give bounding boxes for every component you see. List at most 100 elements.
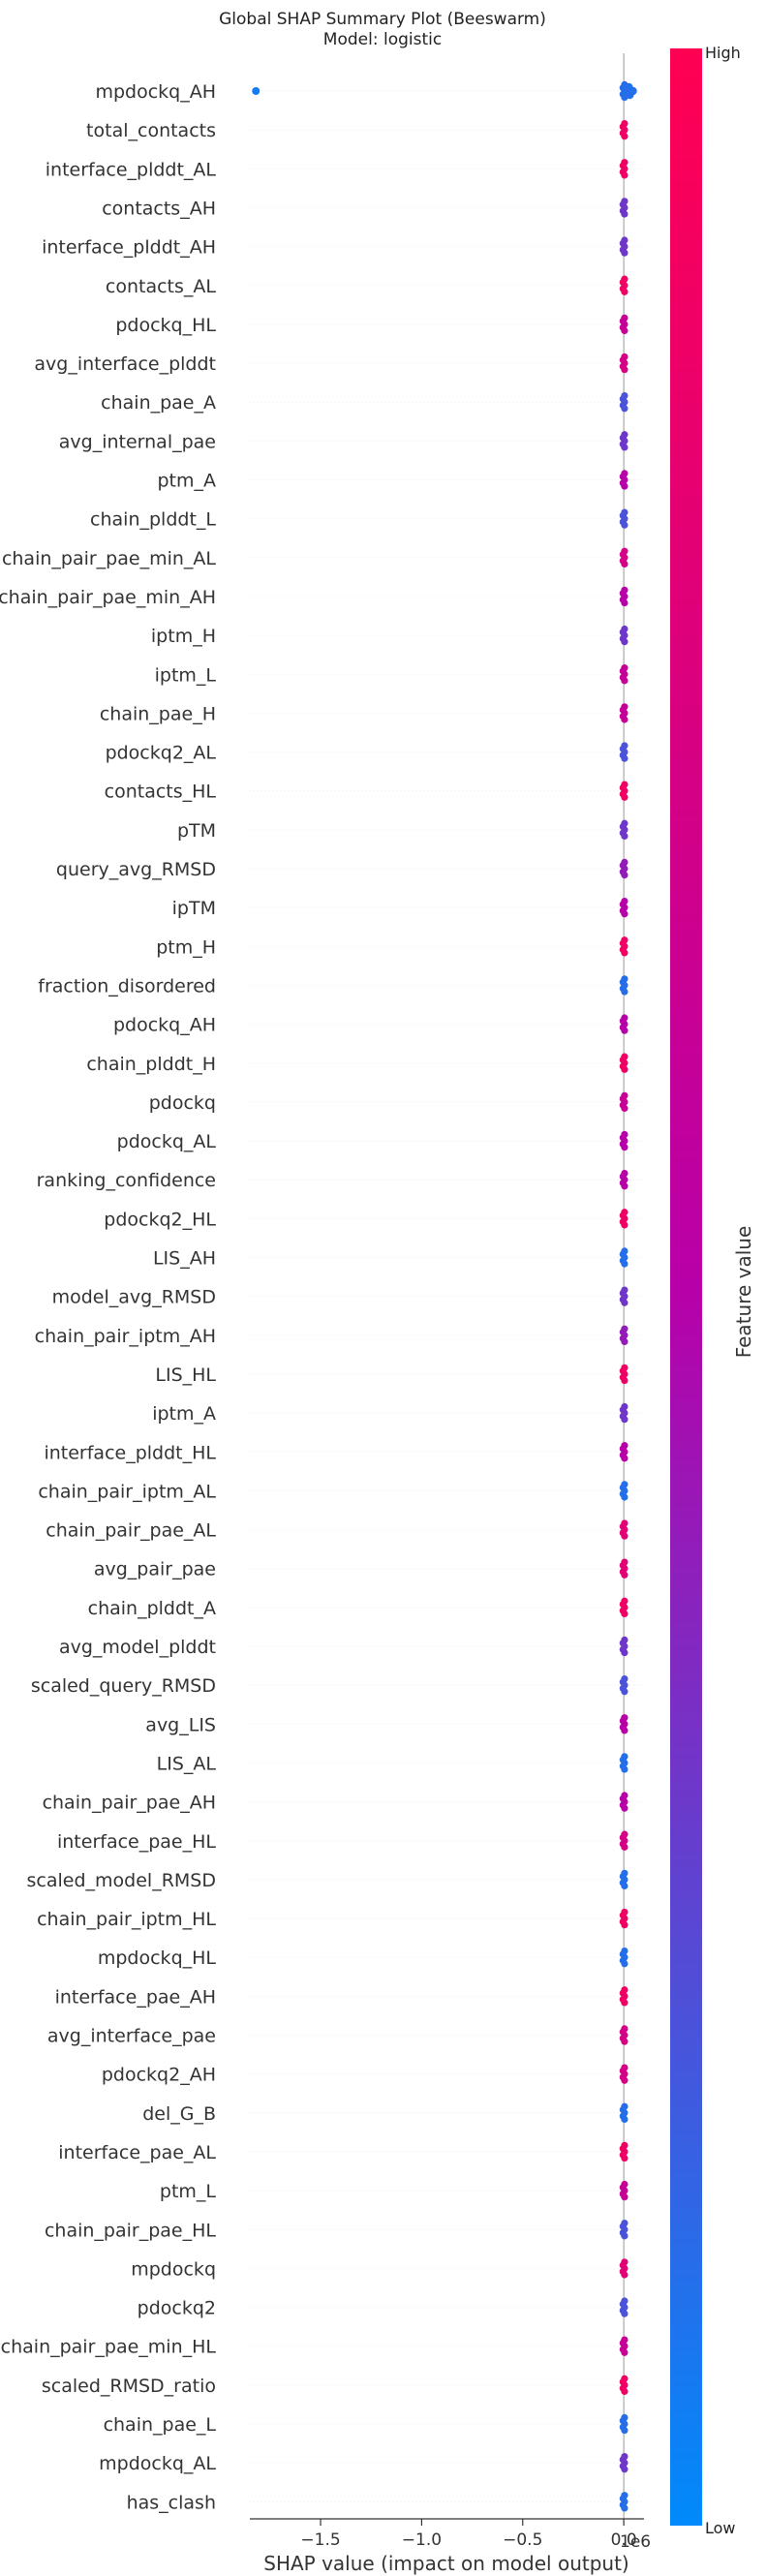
shap-point [621,2232,628,2240]
feature-label: avg_internal_pae [59,431,216,452]
feature-label: chain_pair_pae_HL [45,2220,216,2241]
feature-label: pTM [177,820,216,842]
shap-point [621,288,628,295]
shap-point [621,716,628,723]
feature-label: scaled_model_RMSD [27,1870,216,1891]
feature-label: interface_plddt_HL [44,1442,216,1463]
feature-label: scaled_RMSD_ratio [42,2376,216,2397]
feature-label: interface_plddt_AH [42,237,216,259]
shap-point [621,1882,628,1890]
x-tick-label: −0.5 [503,2530,542,2550]
shap-point [621,1065,628,1073]
shap-point [621,677,628,685]
shap-point [621,1144,628,1151]
colorbar: High Low Feature value [670,44,755,2537]
shap-point [621,1649,628,1657]
feature-label: ipTM [172,898,216,919]
feature-label: pdockq_AH [113,1015,216,1036]
shap-point [621,1921,628,1929]
shap-point [621,1765,628,1773]
shap-point [621,2038,628,2045]
feature-label: chain_pae_L [104,2414,217,2436]
feature-label: chain_pae_A [101,392,216,414]
shap-point [621,2154,628,2162]
shap-point [621,1299,628,1306]
feature-label: iptm_H [151,626,216,647]
feature-label: avg_interface_plddt [34,353,216,375]
shap-point [621,832,628,841]
feature-label: del_G_B [142,2103,216,2125]
feature-label: LIS_HL [155,1365,216,1386]
feature-label: iptm_A [152,1403,216,1425]
shap-point [628,86,637,96]
feature-label: fraction_disordered [38,975,216,997]
feature-label: contacts_HL [105,782,217,803]
x-axis-label: SHAP value (impact on model output) [263,2552,628,2575]
x-tick-label: −1.5 [300,2530,340,2550]
shap-point [621,210,628,218]
shap-point [621,1221,628,1229]
feature-label: contacts_AH [102,198,216,219]
shap-point [621,1455,628,1462]
shap-point [621,1999,628,2007]
shap-point [621,949,628,957]
feature-label: chain_plddt_A [88,1598,216,1619]
feature-label: interface_pae_AL [58,2142,216,2163]
feature-label: pdockq2_AH [102,2065,216,2086]
shap-point [621,1416,628,1424]
shap-point [621,638,628,646]
feature-label: scaled_query_RMSD [31,1675,216,1697]
feature-label: interface_plddt_AL [46,159,217,180]
feature-label: has_clash [127,2492,216,2513]
shap-point [621,1027,628,1034]
feature-label: interface_pae_HL [57,1831,216,1853]
feature-label: total_contacts [86,120,216,141]
shap-point [621,598,628,607]
colorbar-high-label: High [705,44,741,62]
shap-point [621,872,628,879]
colorbar-label: Feature value [732,1226,755,1359]
chart-subtitle: Model: logistic [323,30,442,49]
chart-title: Global SHAP Summary Plot (Beeswarm) [219,10,546,29]
shap-point [621,1532,628,1540]
shap-point [621,560,628,568]
x-tick-label: 0.0 [611,2530,637,2550]
shap-point [621,1493,628,1501]
shap-point [621,1260,628,1268]
shap-point [621,521,628,529]
feature-label: chain_pair_pae_AH [43,1793,216,1814]
shap-point [621,2466,628,2473]
shap-point [621,2193,628,2201]
shap-point [621,2348,628,2356]
shap-point [621,2271,628,2279]
feature-label: iptm_L [155,664,217,686]
shap-point [621,1610,628,1618]
shap-point [621,482,628,490]
feature-label: chain_pair_iptm_AL [38,1481,216,1502]
feature-label: pdockq2 [138,2298,216,2319]
feature-label: avg_interface_pae [47,2026,216,2047]
shap-point [621,2310,628,2317]
shap-point [621,2504,628,2512]
feature-label: ranking_confidence [37,1170,216,1191]
feature-label: ptm_L [160,2181,217,2202]
shap-point [621,2427,628,2435]
shap-point [621,910,628,918]
feature-label: avg_pair_pae [94,1559,216,1580]
feature-label: mpdockq_AL [99,2453,216,2474]
feature-label: pdockq [149,1092,216,1114]
shap-point [621,1960,628,1968]
feature-label: pdockq_HL [115,315,216,336]
shap-point [621,171,628,179]
feature-label: mpdockq [131,2258,216,2280]
feature-label: ptm_A [157,471,216,492]
shap-point [621,2115,628,2123]
shap-point [621,1688,628,1696]
shap-point [621,326,628,335]
feature-label: chain_pae_H [100,703,216,724]
feature-label: interface_pae_AH [55,1986,216,2008]
colorbar-low-label: Low [705,2519,736,2537]
shap-point [621,1571,628,1579]
shap-point [621,444,628,451]
